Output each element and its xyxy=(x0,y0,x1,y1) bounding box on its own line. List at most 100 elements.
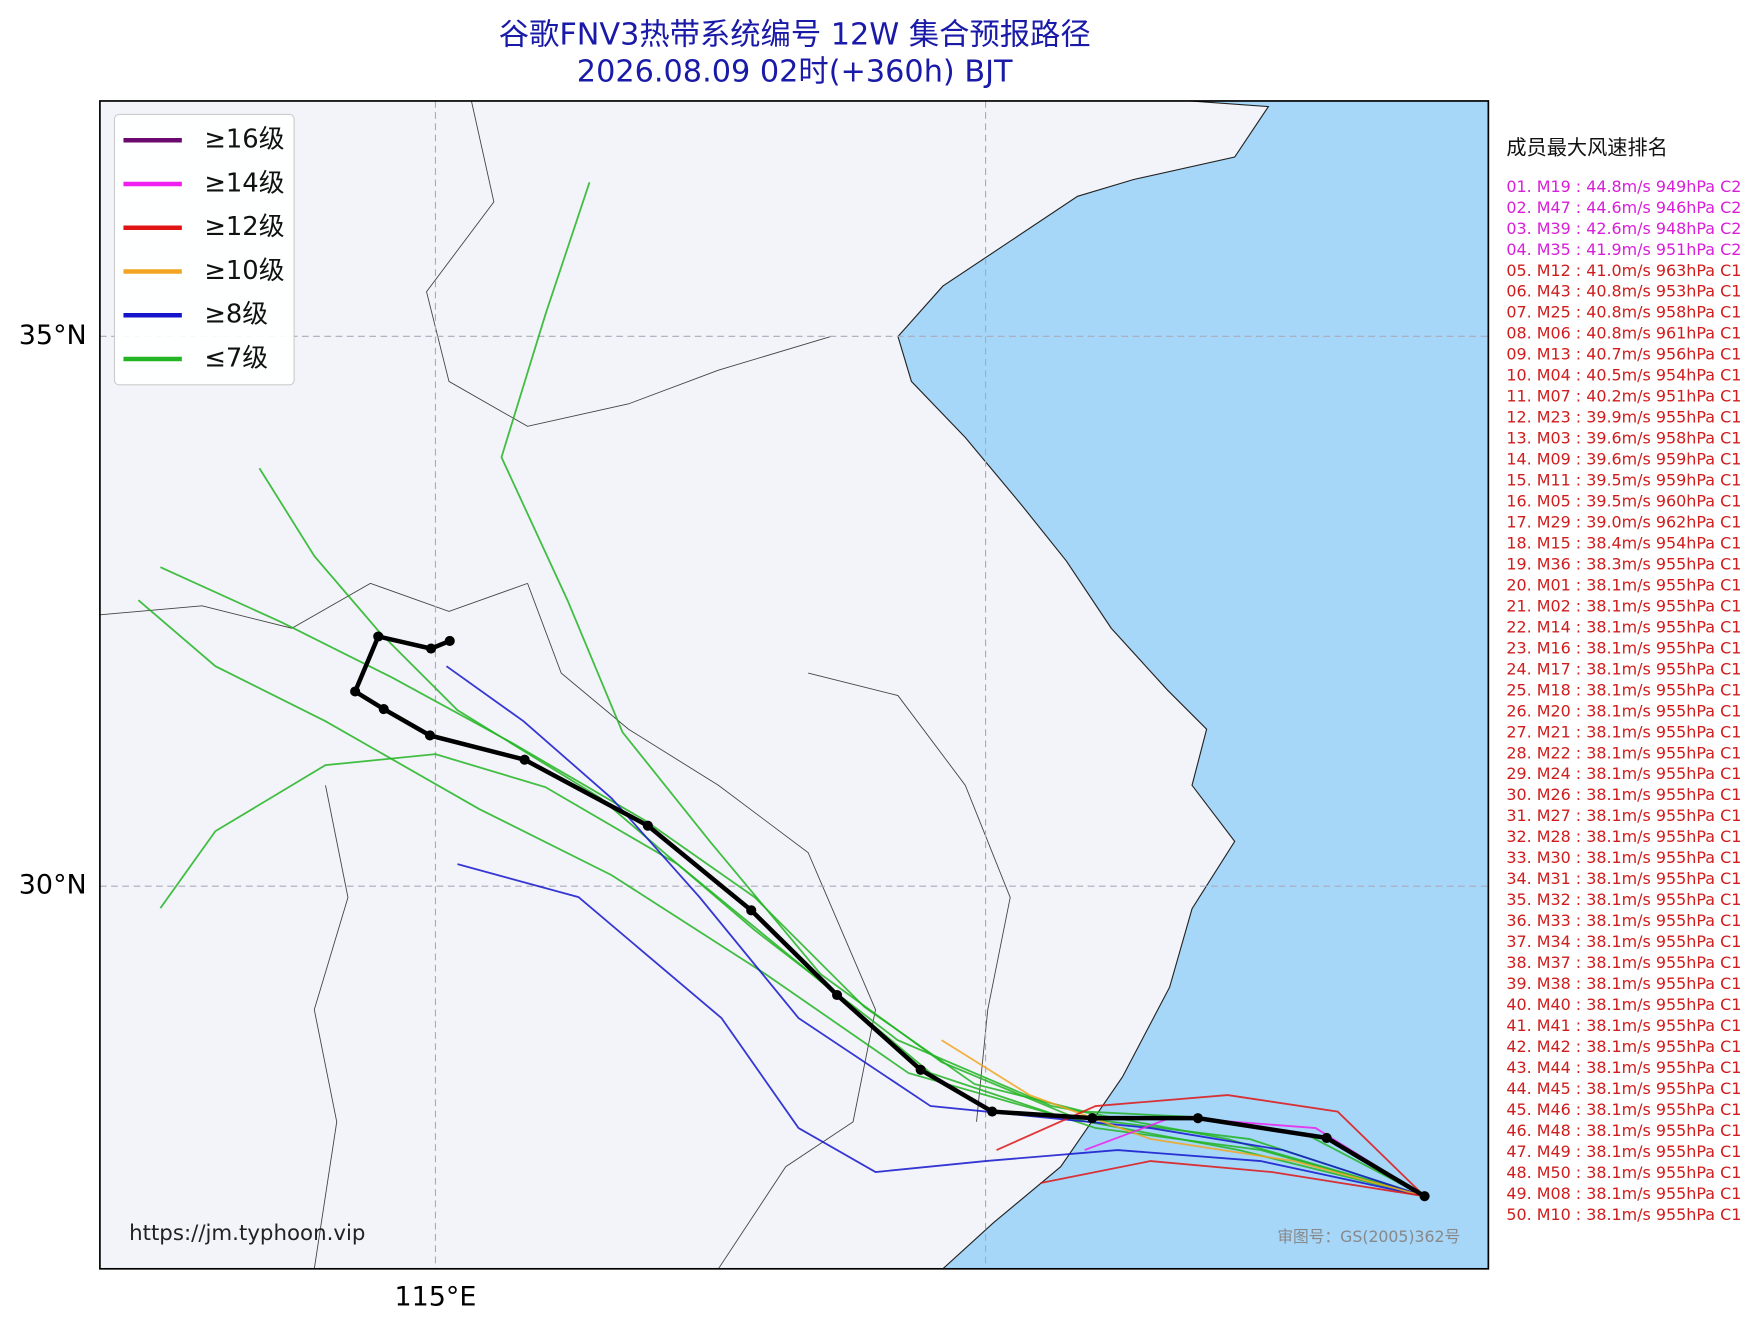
ranking-entry: 45. M46 : 38.1m/s 955hPa C1 xyxy=(1506,1100,1741,1119)
ranking-entry: 07. M25 : 40.8m/s 958hPa C1 xyxy=(1506,303,1741,322)
ranking-entry: 30. M26 : 38.1m/s 955hPa C1 xyxy=(1506,785,1741,804)
ranking-entry: 37. M34 : 38.1m/s 955hPa C1 xyxy=(1506,932,1741,951)
map-area xyxy=(99,100,1489,1269)
mean-track-point xyxy=(378,704,389,715)
member-track xyxy=(1040,1160,1425,1198)
ranking-entry: 04. M35 : 41.9m/s 951hPa C2 xyxy=(1506,240,1741,259)
ranking-entry: 27. M21 : 38.1m/s 955hPa C1 xyxy=(1506,722,1741,741)
ranking-entry: 06. M43 : 40.8m/s 953hPa C1 xyxy=(1506,282,1741,301)
province-border xyxy=(426,100,831,427)
borders xyxy=(99,100,1011,1269)
ranking-entry: 16. M05 : 39.5m/s 960hPa C1 xyxy=(1506,492,1741,511)
y-tick-label: 35°N xyxy=(19,320,87,351)
legend-label: ≥16级 xyxy=(204,125,284,155)
ranking-entry: 42. M42 : 38.1m/s 955hPa C1 xyxy=(1506,1037,1741,1056)
source-url: https://jm.typhoon.vip xyxy=(129,1221,365,1246)
ranking-entry: 10. M04 : 40.5m/s 954hPa C1 xyxy=(1506,366,1741,385)
mean-track-point xyxy=(831,989,843,1001)
ranking-entry: 22. M14 : 38.1m/s 955hPa C1 xyxy=(1506,617,1741,636)
ranking-entry: 41. M41 : 38.1m/s 955hPa C1 xyxy=(1506,1016,1741,1035)
ranking-entry: 14. M09 : 39.6m/s 959hPa C1 xyxy=(1506,450,1741,469)
ranking-entry: 39. M38 : 38.1m/s 955hPa C1 xyxy=(1506,974,1741,993)
ranking-entry: 05. M12 : 41.0m/s 963hPa C1 xyxy=(1506,261,1741,280)
map-frame xyxy=(99,100,1490,1270)
ranking-entry: 46. M48 : 38.1m/s 955hPa C1 xyxy=(1506,1121,1741,1140)
mean-track-point xyxy=(350,686,361,697)
legend-label: ≥10级 xyxy=(204,256,284,286)
ranking-entry: 26. M20 : 38.1m/s 955hPa C1 xyxy=(1506,701,1741,720)
ranking-entry: 34. M31 : 38.1m/s 955hPa C1 xyxy=(1506,869,1741,888)
legend-label: ≥8级 xyxy=(204,300,268,330)
province-border xyxy=(527,583,876,1269)
ranking-entry: 09. M13 : 40.7m/s 956hPa C1 xyxy=(1506,345,1741,364)
mean-track-point xyxy=(444,635,455,646)
review-number: 审图号：GS(2005)362号 xyxy=(1277,1227,1460,1246)
ranking-entry: 15. M11 : 39.5m/s 959hPa C1 xyxy=(1506,471,1741,490)
province-border xyxy=(808,672,1011,1122)
ranking-entry: 38. M37 : 38.1m/s 955hPa C1 xyxy=(1506,953,1741,972)
ranking-entry: 49. M08 : 38.1m/s 955hPa C1 xyxy=(1506,1184,1741,1203)
ranking-entry: 11. M07 : 40.2m/s 951hPa C1 xyxy=(1506,387,1741,406)
ranking-entry: 01. M19 : 44.8m/s 949hPa C2 xyxy=(1506,177,1741,196)
mean-track-point xyxy=(1192,1113,1203,1124)
ranking-entry: 48. M50 : 38.1m/s 955hPa C1 xyxy=(1506,1163,1741,1182)
member-track xyxy=(996,1094,1426,1197)
ranking-entry: 12. M23 : 39.9m/s 955hPa C1 xyxy=(1506,408,1741,427)
x-tick-label: 115°E xyxy=(395,1281,477,1312)
ranking-entry: 44. M45 : 38.1m/s 955hPa C1 xyxy=(1506,1079,1741,1098)
ranking-entry: 31. M27 : 38.1m/s 955hPa C1 xyxy=(1506,806,1741,825)
ranking-entry: 13. M03 : 39.6m/s 958hPa C1 xyxy=(1506,429,1741,448)
ranking-entry: 21. M02 : 38.1m/s 955hPa C1 xyxy=(1506,596,1741,615)
mean-track-point xyxy=(519,754,530,765)
member-track xyxy=(457,863,1425,1198)
ranking-entry: 32. M28 : 38.1m/s 955hPa C1 xyxy=(1506,827,1741,846)
mean-track-point xyxy=(1321,1132,1332,1143)
ranking-entry: 08. M06 : 40.8m/s 961hPa C1 xyxy=(1506,324,1741,343)
ranking-entry: 47. M49 : 38.1m/s 955hPa C1 xyxy=(1506,1142,1741,1161)
tracks xyxy=(137,182,1430,1202)
ranking-entry: 18. M15 : 38.4m/s 954hPa C1 xyxy=(1506,533,1741,552)
province-border xyxy=(313,785,349,1269)
ranking-entry: 35. M32 : 38.1m/s 955hPa C1 xyxy=(1506,890,1741,909)
y-tick-label: 30°N xyxy=(19,870,87,901)
legend-label: ≥14级 xyxy=(204,168,284,198)
mean-track-point xyxy=(424,730,436,741)
ranking-entry: 33. M30 : 38.1m/s 955hPa C1 xyxy=(1506,848,1741,867)
mean-track-point xyxy=(1087,1113,1098,1124)
legend-label: ≤7级 xyxy=(204,343,268,373)
ranking-entry: 17. M29 : 39.0m/s 962hPa C1 xyxy=(1506,513,1741,532)
ranking-entry: 19. M36 : 38.3m/s 955hPa C1 xyxy=(1506,554,1741,573)
ranking-entry: 25. M18 : 38.1m/s 955hPa C1 xyxy=(1506,680,1741,699)
ranking-entry: 02. M47 : 44.6m/s 946hPa C2 xyxy=(1506,198,1741,217)
ranking-entry: 23. M16 : 38.1m/s 955hPa C1 xyxy=(1506,638,1741,657)
member-track xyxy=(500,182,1425,1198)
mean-track xyxy=(352,633,1426,1199)
ranking-entry: 24. M17 : 38.1m/s 955hPa C1 xyxy=(1506,659,1741,678)
member-track xyxy=(137,599,1425,1198)
mean-track-point xyxy=(915,1064,926,1075)
ranking-entry: 36. M33 : 38.1m/s 955hPa C1 xyxy=(1506,911,1741,930)
ranking-title: 成员最大风速排名 xyxy=(1506,136,1668,160)
mean-track-point xyxy=(642,820,653,831)
ranking-entry: 43. M44 : 38.1m/s 955hPa C1 xyxy=(1506,1058,1741,1077)
mean-track-point xyxy=(746,905,757,916)
member-track xyxy=(445,665,1425,1198)
subtitle: 2026.08.09 02时(+360h) BJT xyxy=(577,54,1013,89)
title: 谷歌FNV3热带系统编号 12W 集合预报路径 xyxy=(499,17,1091,52)
ranking-entry: 40. M40 : 38.1m/s 955hPa C1 xyxy=(1506,995,1741,1014)
mean-track-point xyxy=(373,631,384,642)
ranking-entry: 29. M24 : 38.1m/s 955hPa C1 xyxy=(1506,764,1741,783)
mean-track-point xyxy=(426,643,437,654)
sea xyxy=(897,100,1489,1269)
ranking-entry: 03. M39 : 42.6m/s 948hPa C2 xyxy=(1506,219,1741,238)
ranking-entry: 28. M22 : 38.1m/s 955hPa C1 xyxy=(1506,743,1741,762)
legend-label: ≥12级 xyxy=(204,212,284,242)
province-border xyxy=(99,582,528,629)
mean-track-point xyxy=(1419,1191,1430,1202)
member-track xyxy=(258,467,1425,1198)
ranking-entry: 50. M10 : 38.1m/s 955hPa C1 xyxy=(1506,1205,1741,1224)
mean-track-point xyxy=(987,1106,998,1117)
ranking-entry: 20. M01 : 38.1m/s 955hPa C1 xyxy=(1506,575,1741,594)
